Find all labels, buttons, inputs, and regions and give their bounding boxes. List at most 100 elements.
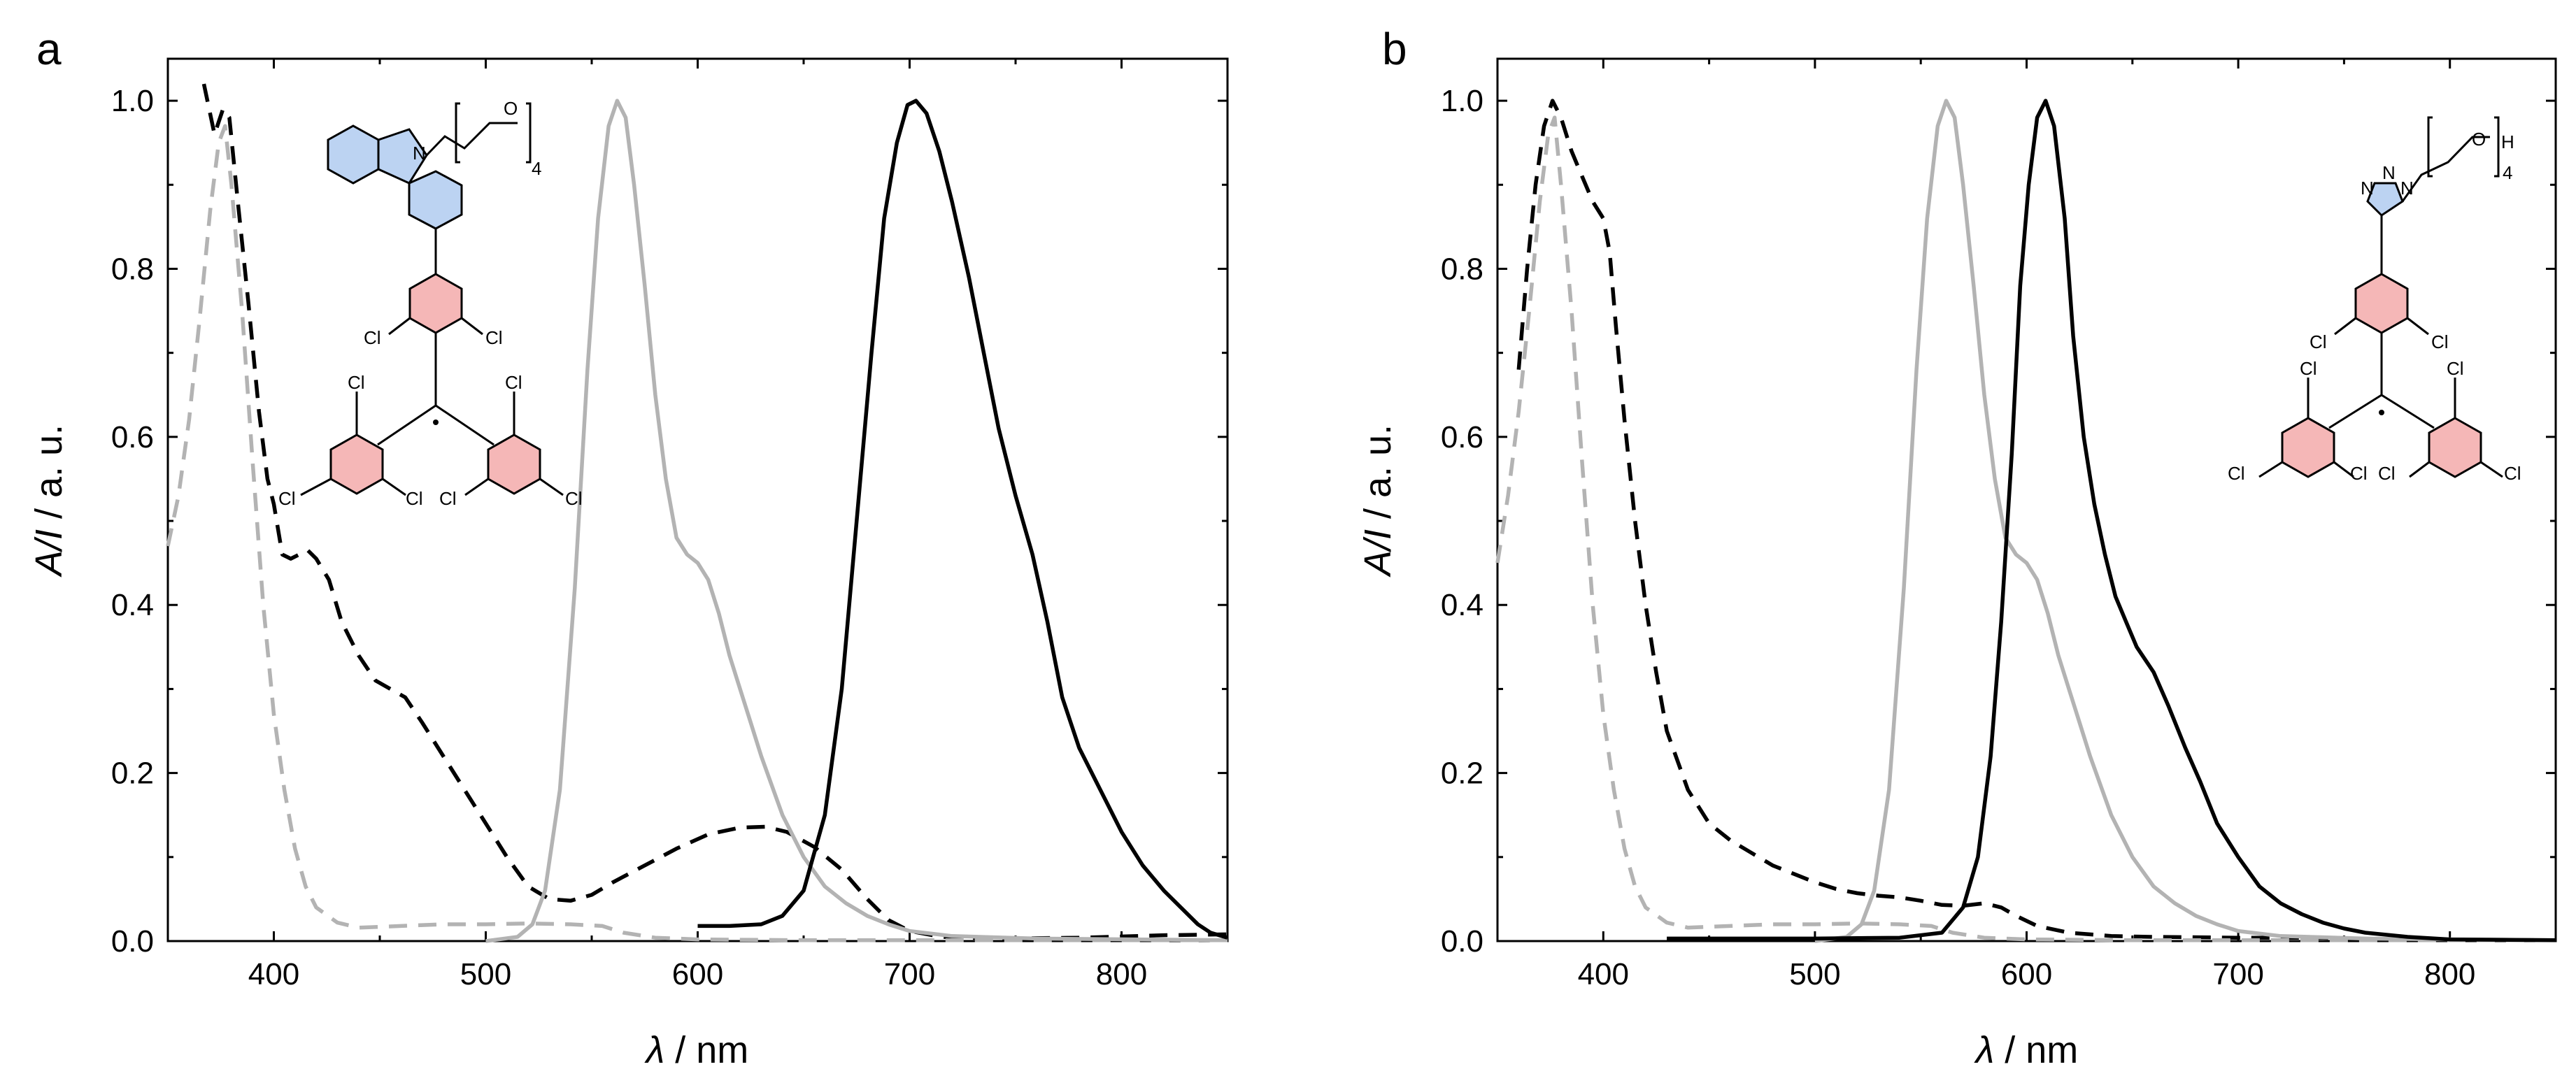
panel-b-xtick-label: 800 [2424,957,2475,991]
panel-a-series-emission-black [697,99,1228,940]
panel-b-series-absorbance-black [1516,99,2556,942]
b-right-aryl-cl-right-bond [2480,461,2503,478]
b-left-aryl-ring [2281,417,2335,478]
panel-b-ylabel-unit: / a. u. [1357,424,1399,529]
panel-a-ylabel: A/I / a. u. [28,424,70,578]
chem-label-h: H [2501,131,2514,152]
chem-label-n: N [2400,178,2414,199]
panel-b-series [1495,99,2556,943]
panel-b-series-absorbance-grey [1495,115,2556,942]
panel-a-ticks: 400 500 600 700 800 0.0 0.2 0.4 0.6 0.8 1.0 [111,59,1229,991]
chem-label-n: N [2361,178,2374,199]
chem-label-cl: Cl [2310,331,2327,352]
panel-b-ytick-label: 0.0 [1441,924,1483,959]
chem-label-cl: Cl [2447,358,2464,379]
panel-a-xlabel: λ / nm [644,1029,749,1071]
chem-label-cl: Cl [485,327,503,348]
panel-b-ytick-label: 0.2 [1441,756,1483,791]
panel-b-ytick-label: 1.0 [1441,84,1483,118]
panel-a-ytick-label: 0.2 [111,756,154,791]
peg-chain [425,122,518,157]
left-aryl-ring [329,433,384,495]
panel-b-xlabel: λ / nm [1974,1029,2079,1071]
panel-a-ytick-label: 0.8 [111,252,154,286]
chem-label-cl: Cl [278,488,296,509]
panel-b-ticks: 400 500 600 700 800 0.0 0.2 0.4 0.6 0.8 1.0 [1441,59,2557,991]
panel-a-xtick-label: 500 [460,957,511,991]
panel-b-xtick-label: 600 [2001,957,2052,991]
carbazole-right-ring [408,170,463,230]
panel-b-xtick-label: 400 [1578,957,1629,991]
b-left-aryl-cl-bottom-bond [2333,461,2354,478]
panel-a-xtick-label: 700 [884,957,935,991]
panel-b-letter: b [1382,24,1407,74]
panel-a-molecule-inset [300,102,564,496]
carbazole-pyrrole-ring [377,128,428,185]
peg-chain-b [2401,136,2490,202]
panel-a-ytick-label: 0.4 [111,588,154,622]
top-aryl-cl-right-bond [461,317,483,336]
panel-a-series-absorbance-black [201,83,1228,941]
top-aryl-cl-left-bond [388,317,411,336]
chem-label-cl: Cl [505,372,522,393]
chem-label-cl: Cl [2350,463,2368,484]
left-aryl-cl-bottom-bond [382,478,406,496]
panel-a-xtick-label: 600 [672,957,723,991]
b-left-aryl-cl-left-bond [2258,461,2283,478]
panel-a-molecule-labels: N O 4 Cl Cl Cl Cl Cl Cl Cl Cl [278,98,583,509]
chem-label-cl: Cl [2228,463,2245,484]
central-bond-left [377,404,436,446]
panel-a-xlabel-unit: / nm [664,1029,748,1071]
chem-label-o: O [504,98,518,119]
panel-b-molecule-labels: N N N O H 4 Cl Cl Cl Cl Cl Cl Cl Cl [2228,129,2521,484]
right-aryl-cl-left-bond [464,478,489,496]
chem-label-n: N [2382,162,2396,183]
carbazole-left-ring [327,124,380,185]
panel-a-ytick-label: 1.0 [111,84,154,118]
top-aryl-ring [408,273,463,334]
b-central-bond-right [2381,394,2435,429]
b-radical-dot [2379,410,2384,415]
chem-label-cl: Cl [439,488,457,509]
chem-label-sub4: 4 [532,158,541,179]
chem-label-cl: Cl [2431,331,2449,352]
panel-a-xtick-label: 400 [248,957,299,991]
radical-dot [433,419,439,425]
panel-a-xtick-label: 800 [1096,957,1147,991]
panel-b: b 400 500 600 700 800 0.0 0.2 0.4 0.6 0.8 1.0 A/I … [1357,24,2557,1071]
chem-label-cl: Cl [406,488,423,509]
b-top-aryl-cl-right-bond [2407,317,2429,336]
chem-label-o: O [2472,129,2486,150]
chain-bracket-right [526,102,532,164]
b-right-aryl-ring [2428,417,2482,478]
right-aryl-ring [487,433,541,495]
panel-a: a 400 500 600 700 800 0.0 0.2 0.4 0.6 0.8 1.0 A/I … [28,24,1229,1071]
b-top-aryl-ring [2354,273,2409,334]
panel-a-frame [166,57,1229,942]
panel-b-ylabel-symbol: A/I [1357,529,1399,578]
panel-b-ytick-label: 0.6 [1441,420,1483,454]
panel-b-xlabel-unit: / nm [1994,1029,2078,1071]
b-right-aryl-cl-left-bond [2409,461,2430,478]
chem-label-cl: Cl [348,372,365,393]
chem-label-cl: Cl [2504,463,2521,484]
b-central-bond-left [2328,394,2382,429]
triazole-ring [2366,182,2404,217]
right-aryl-cl-right-bond [539,478,564,496]
panel-a-ytick-label: 0.6 [111,420,154,454]
chem-label-cl: Cl [2300,358,2317,379]
panel-a-series-absorbance-grey [166,124,1227,942]
panel-b-series-emission-grey [1814,99,2556,943]
panel-a-xlabel-symbol: λ [644,1029,665,1071]
chain-bracket-left-b [2427,116,2433,178]
panel-b-molecule-inset [2258,116,2503,478]
panel-a-ylabel-symbol: A/I [28,529,70,578]
panel-b-ylabel: A/I / a. u. [1357,424,1399,578]
panel-b-series-emission-black [1667,99,2556,942]
panel-a-series [166,83,1228,943]
panel-a-series-emission-grey [485,99,1228,943]
chem-label-cl: Cl [2378,463,2396,484]
chain-bracket-left [455,102,460,164]
